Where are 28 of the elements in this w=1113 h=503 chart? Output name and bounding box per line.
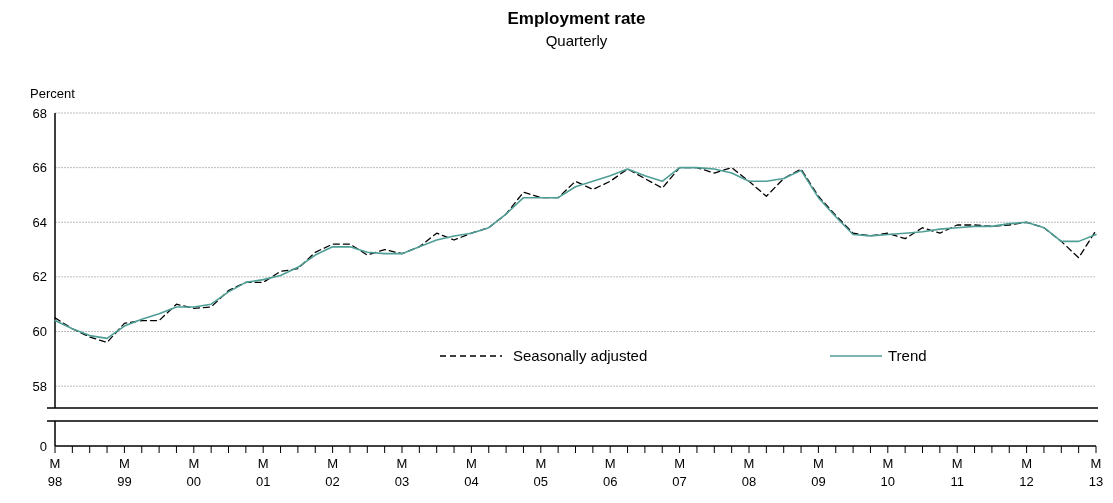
- y-tick-label: 60: [32, 324, 47, 340]
- y-tick-label: 66: [32, 160, 47, 176]
- chart-subtitle: Quarterly: [545, 32, 608, 49]
- x-tick-label: M 13: [1088, 456, 1104, 489]
- x-tick-label: M 12: [1019, 456, 1034, 489]
- x-tick-label: M 10: [880, 456, 896, 489]
- y-axis-title: Percent: [30, 86, 76, 101]
- x-tick-label: M 99: [117, 456, 132, 489]
- x-tick-label: M 98: [47, 456, 63, 489]
- y-tick-label: 68: [32, 105, 47, 121]
- y-tick-label: 58: [32, 378, 47, 394]
- y-tick-label: 62: [32, 269, 47, 285]
- text: 0: [39, 438, 47, 454]
- x-tick-label: M 05: [533, 456, 549, 489]
- x-tick-label: M 09: [811, 456, 826, 489]
- y-tick-label: 64: [32, 214, 47, 230]
- x-tick-label: M 01: [255, 456, 271, 489]
- x-tick-label: M 11: [950, 456, 964, 489]
- x-tick-label: M 07: [672, 456, 687, 489]
- chart-title: Employment rate: [507, 9, 646, 28]
- x-tick-label: M 04: [464, 456, 479, 489]
- x-tick-label: M 03: [394, 456, 410, 489]
- x-tick-label: M 06: [602, 456, 618, 489]
- legend-label: Trend: [888, 347, 927, 365]
- x-tick-label: M 02: [325, 456, 340, 489]
- x-tick-label: M 00: [186, 456, 202, 489]
- x-tick-label: M 08: [741, 456, 757, 489]
- legend-label: Seasonally adjusted: [513, 347, 648, 365]
